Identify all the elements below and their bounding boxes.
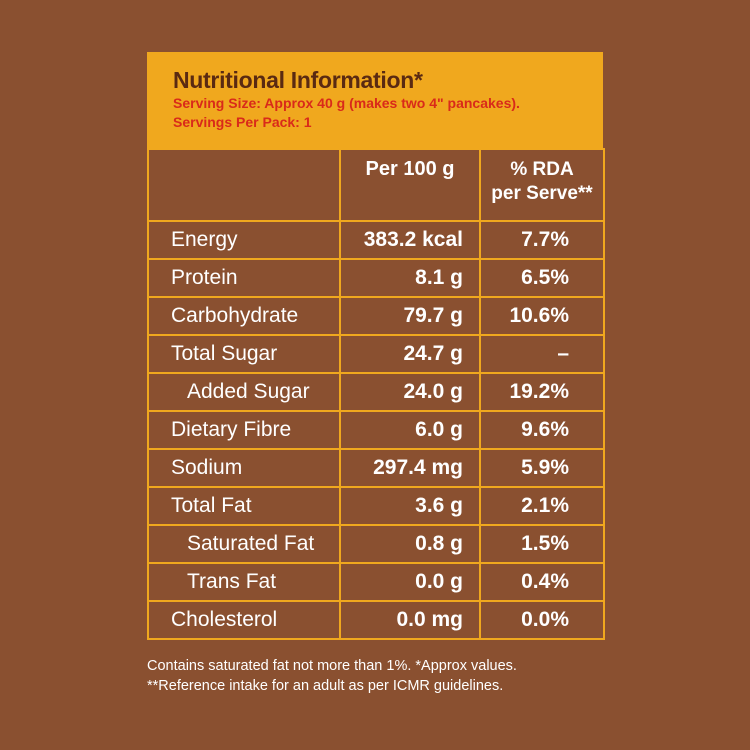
nutrient-label: Energy — [147, 220, 341, 260]
nutrient-per100: 0.0 g — [339, 562, 481, 602]
nutrient-label: Total Sugar — [147, 334, 341, 374]
nutrient-rda: 0.4% — [479, 562, 605, 602]
footnote: Contains saturated fat not more than 1%.… — [147, 656, 617, 696]
table-row: Total Fat 3.6 g 2.1% — [147, 486, 605, 526]
nutrient-label: Trans Fat — [147, 562, 341, 602]
nutrient-label: Sodium — [147, 448, 341, 488]
table-row: Cholesterol 0.0 mg 0.0% — [147, 600, 605, 640]
table-row: Sodium 297.4 mg 5.9% — [147, 448, 605, 488]
nutrient-label: Saturated Fat — [147, 524, 341, 564]
footnote-line-1: Contains saturated fat not more than 1%.… — [147, 658, 517, 674]
table-row: Protein 8.1 g 6.5% — [147, 258, 605, 298]
nutrient-label: Carbohydrate — [147, 296, 341, 336]
table-row: Carbohydrate 79.7 g 10.6% — [147, 296, 605, 336]
nutrient-rda: 1.5% — [479, 524, 605, 564]
nutrient-per100: 0.8 g — [339, 524, 481, 564]
nutrient-per100: 297.4 mg — [339, 448, 481, 488]
nutrient-label: Cholesterol — [147, 600, 341, 640]
panel-header: Nutritional Information* Serving Size: A… — [147, 52, 603, 148]
nutrient-rda: 7.7% — [479, 220, 605, 260]
header-rda: % RDA per Serve** — [479, 148, 605, 222]
nutrient-rda: 0.0% — [479, 600, 605, 640]
nutrient-per100: 8.1 g — [339, 258, 481, 298]
nutrient-per100: 383.2 kcal — [339, 220, 481, 260]
nutrient-rda: 6.5% — [479, 258, 605, 298]
nutrient-rda: 5.9% — [479, 448, 605, 488]
nutrient-rda: 10.6% — [479, 296, 605, 336]
table-row: Total Sugar 24.7 g – — [147, 334, 605, 374]
nutrient-label: Dietary Fibre — [147, 410, 341, 450]
table-row: Trans Fat 0.0 g 0.4% — [147, 562, 605, 602]
serving-size: Serving Size: Approx 40 g (makes two 4" … — [173, 95, 520, 111]
header-per100: Per 100 g — [339, 148, 481, 222]
table-row: Dietary Fibre 6.0 g 9.6% — [147, 410, 605, 450]
nutrient-rda: – — [479, 334, 605, 374]
nutrient-label: Added Sugar — [147, 372, 341, 412]
table-header-row: Per 100 g % RDA per Serve** — [147, 148, 605, 222]
footnote-line-2: **Reference intake for an adult as per I… — [147, 678, 504, 694]
header-rda-line2: per Serve** — [491, 183, 593, 204]
servings-per-pack: Servings Per Pack: 1 — [173, 114, 312, 130]
nutrition-panel: Nutritional Information* Serving Size: A… — [147, 52, 605, 640]
nutrient-per100: 79.7 g — [339, 296, 481, 336]
nutrient-per100: 24.7 g — [339, 334, 481, 374]
table-row: Energy 383.2 kcal 7.7% — [147, 220, 605, 260]
nutrient-per100: 6.0 g — [339, 410, 481, 450]
panel-title: Nutritional Information* — [173, 67, 423, 93]
header-rda-line1: % RDA — [510, 159, 574, 180]
nutrient-label: Protein — [147, 258, 341, 298]
nutrient-rda: 19.2% — [479, 372, 605, 412]
nutrient-rda: 2.1% — [479, 486, 605, 526]
nutrient-per100: 0.0 mg — [339, 600, 481, 640]
table-row: Added Sugar 24.0 g 19.2% — [147, 372, 605, 412]
nutrient-label: Total Fat — [147, 486, 341, 526]
nutrient-per100: 24.0 g — [339, 372, 481, 412]
nutrition-table: Per 100 g % RDA per Serve** Energy 383.2… — [147, 148, 605, 640]
nutrient-per100: 3.6 g — [339, 486, 481, 526]
table-row: Saturated Fat 0.8 g 1.5% — [147, 524, 605, 564]
nutrient-rda: 9.6% — [479, 410, 605, 450]
header-label-cell — [147, 148, 341, 222]
